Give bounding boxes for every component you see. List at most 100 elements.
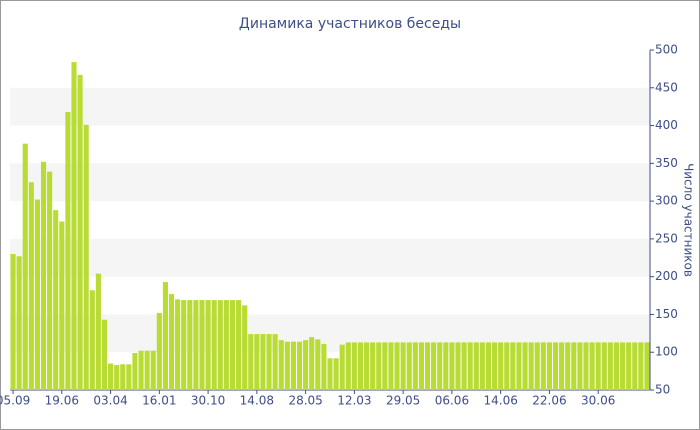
bar [339, 344, 345, 390]
bar [34, 199, 40, 390]
bar [175, 299, 181, 390]
bar [229, 300, 236, 390]
bar [28, 182, 34, 390]
bar [412, 342, 418, 390]
bar [211, 300, 217, 390]
bar [467, 342, 473, 390]
x-tick-label: 30.10 [191, 394, 225, 408]
bar [364, 342, 370, 390]
bar [236, 300, 242, 390]
bar [565, 342, 571, 390]
bar [510, 342, 516, 390]
y-axis-label: Число участников [682, 163, 696, 277]
bar [315, 339, 321, 390]
bar [77, 74, 83, 390]
x-tick-label: 12.03 [337, 394, 371, 408]
bar [290, 341, 296, 390]
bar [406, 342, 412, 390]
bar [382, 342, 388, 390]
bar [327, 358, 333, 390]
bar [357, 342, 364, 390]
bar [431, 342, 437, 390]
bar [613, 342, 620, 390]
bar [156, 312, 162, 390]
bar [272, 334, 278, 390]
grid-band [10, 87, 650, 126]
x-tick-label: 03.04 [93, 394, 127, 408]
bar [254, 334, 260, 390]
bar [418, 342, 424, 390]
x-tick-label: 19.06 [45, 394, 79, 408]
x-tick-label: 30.06 [581, 394, 615, 408]
x-tick-label: 05.09 [0, 394, 30, 408]
bar [83, 124, 89, 391]
x-tick-label: 14.08 [240, 394, 274, 408]
bar [168, 294, 175, 390]
bar [321, 343, 327, 390]
bar [223, 300, 229, 390]
y-tick-label: 300 [655, 194, 678, 208]
bar [120, 364, 126, 390]
y-tick-label: 450 [655, 80, 678, 94]
bar [620, 342, 626, 390]
bar [114, 365, 120, 390]
bar [150, 350, 156, 390]
bar [455, 342, 461, 390]
bar [534, 342, 540, 390]
bar [437, 342, 443, 390]
bar [638, 342, 644, 390]
x-tick-label: 14.06 [483, 394, 517, 408]
x-tick-label: 22.06 [532, 394, 566, 408]
bar [351, 342, 357, 390]
y-tick-label: 350 [655, 156, 678, 170]
y-tick-label: 250 [655, 231, 678, 245]
bar [632, 342, 638, 390]
bar [181, 300, 187, 390]
x-tick-label: 28.05 [288, 394, 322, 408]
bar [479, 342, 485, 390]
bar [504, 342, 510, 390]
bar [65, 111, 71, 390]
bar [187, 300, 193, 390]
bar [601, 342, 607, 390]
bar [626, 342, 632, 390]
bar [424, 342, 431, 390]
bar [345, 342, 351, 390]
bar [583, 342, 589, 390]
bar [260, 334, 266, 390]
bar [284, 341, 290, 390]
bar [138, 350, 144, 390]
bar [242, 305, 248, 390]
bar [473, 342, 479, 390]
bar [108, 363, 114, 390]
bar [644, 342, 650, 390]
y-tick-label: 400 [655, 118, 678, 132]
x-tick-label: 29.05 [386, 394, 420, 408]
grid-band [10, 163, 650, 202]
y-tick-label: 150 [655, 307, 678, 321]
bar [461, 342, 467, 390]
bar [449, 342, 455, 390]
bar [571, 342, 577, 390]
bar [22, 143, 28, 390]
y-tick-label: 50 [655, 383, 670, 397]
bar [248, 334, 254, 390]
bar [516, 342, 522, 390]
bar [53, 210, 59, 390]
bar [400, 342, 406, 390]
bar [485, 342, 492, 390]
bar [16, 256, 22, 390]
bar [498, 342, 504, 390]
chart-title: Динамика участников беседы [239, 16, 461, 32]
bar [101, 319, 108, 390]
bar [309, 337, 315, 390]
bar [559, 342, 565, 390]
bar [303, 340, 309, 390]
bar [10, 254, 16, 390]
y-tick-label: 200 [655, 269, 678, 283]
bar [199, 300, 205, 390]
bar [394, 342, 400, 390]
bar [552, 342, 559, 390]
bar [278, 340, 284, 390]
